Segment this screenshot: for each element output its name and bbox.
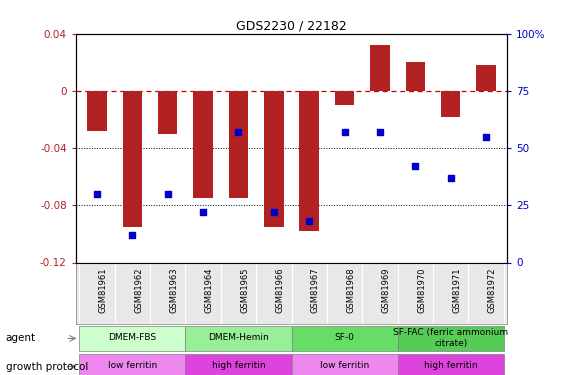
Text: GSM81964: GSM81964 bbox=[205, 267, 214, 313]
Point bbox=[128, 232, 137, 238]
Point bbox=[482, 134, 491, 140]
Bar bbox=[441, 91, 461, 117]
Text: DMEM-FBS: DMEM-FBS bbox=[108, 333, 156, 342]
Bar bbox=[476, 65, 496, 91]
Text: GSM81972: GSM81972 bbox=[488, 267, 497, 313]
Bar bbox=[370, 45, 389, 91]
Text: GSM81968: GSM81968 bbox=[346, 267, 355, 313]
Bar bbox=[185, 326, 292, 351]
Text: high ferritin: high ferritin bbox=[424, 362, 477, 370]
Bar bbox=[300, 91, 319, 231]
Bar bbox=[292, 326, 398, 351]
Point bbox=[304, 218, 314, 224]
Point bbox=[92, 191, 101, 197]
Point bbox=[163, 191, 173, 197]
Text: GSM81967: GSM81967 bbox=[311, 267, 320, 313]
Bar bbox=[292, 354, 398, 375]
Bar bbox=[87, 91, 107, 131]
Text: GSM81966: GSM81966 bbox=[276, 267, 285, 313]
Text: GSM81969: GSM81969 bbox=[382, 267, 391, 313]
Point bbox=[234, 129, 243, 135]
Text: GSM81961: GSM81961 bbox=[99, 267, 108, 313]
Text: SF-FAC (ferric ammonium
citrate): SF-FAC (ferric ammonium citrate) bbox=[393, 328, 508, 348]
Point bbox=[198, 209, 208, 215]
Text: SF-0: SF-0 bbox=[335, 333, 354, 342]
Bar bbox=[229, 91, 248, 198]
Text: GSM81971: GSM81971 bbox=[452, 267, 461, 313]
Bar bbox=[122, 91, 142, 227]
Text: GSM81965: GSM81965 bbox=[240, 267, 249, 313]
Point bbox=[446, 175, 455, 181]
Point bbox=[375, 129, 385, 135]
Bar bbox=[264, 91, 283, 227]
Text: GSM81963: GSM81963 bbox=[170, 267, 178, 313]
Text: agent: agent bbox=[6, 333, 36, 344]
Bar bbox=[398, 354, 504, 375]
Bar bbox=[335, 91, 354, 105]
Point bbox=[269, 209, 279, 215]
Text: GSM81970: GSM81970 bbox=[417, 267, 426, 313]
Bar bbox=[406, 62, 425, 91]
Bar bbox=[79, 354, 185, 375]
Text: low ferritin: low ferritin bbox=[108, 362, 157, 370]
Point bbox=[340, 129, 349, 135]
Bar bbox=[158, 91, 177, 134]
Bar bbox=[185, 354, 292, 375]
Text: high ferritin: high ferritin bbox=[212, 362, 265, 370]
Bar bbox=[398, 326, 504, 351]
Text: low ferritin: low ferritin bbox=[320, 362, 369, 370]
Point bbox=[410, 164, 420, 170]
Bar bbox=[194, 91, 213, 198]
Text: GSM81962: GSM81962 bbox=[134, 267, 143, 313]
Title: GDS2230 / 22182: GDS2230 / 22182 bbox=[236, 20, 347, 33]
Text: DMEM-Hemin: DMEM-Hemin bbox=[208, 333, 269, 342]
Bar bbox=[79, 326, 185, 351]
Text: growth protocol: growth protocol bbox=[6, 362, 88, 372]
